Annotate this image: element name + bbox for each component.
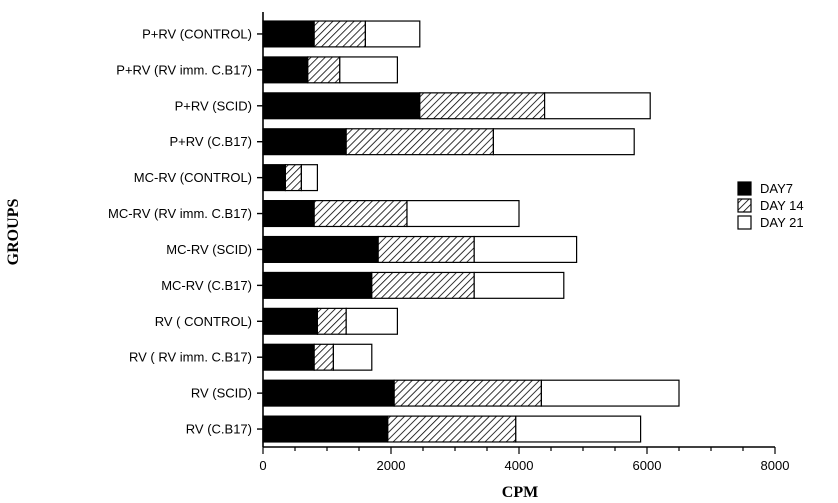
bar-segment: [262, 56, 309, 84]
bar-segment: [515, 415, 642, 443]
bar-segment: [387, 415, 517, 443]
bar-segment: [313, 200, 408, 228]
bar-segment: [262, 235, 379, 263]
x-tick-label: 6000: [633, 458, 662, 473]
legend: DAY7 DAY 14 DAY 21: [737, 181, 804, 230]
bar-segment: [262, 379, 395, 407]
y-tick-label: P+RV (C.B17): [170, 134, 253, 149]
x-tick-label: 4000: [505, 458, 534, 473]
bar-segment: [364, 20, 421, 48]
legend-label: DAY 21: [760, 215, 804, 230]
bar-segment: [313, 20, 367, 48]
bar-segment: [262, 92, 421, 120]
y-tick-label: P+RV (SCID): [175, 98, 252, 113]
legend-swatch: [737, 198, 752, 213]
bar-segment: [345, 128, 495, 156]
bar-segment: [262, 200, 315, 228]
bar-segment: [473, 271, 565, 299]
bar-segment: [492, 128, 635, 156]
bar-segment: [300, 164, 318, 192]
bar-segment: [377, 235, 475, 263]
y-tick-label: RV (C.B17): [186, 422, 252, 437]
y-tick-label: RV ( RV imm. C.B17): [129, 350, 252, 365]
legend-swatch: [737, 181, 752, 196]
bar-segment: [262, 271, 373, 299]
y-tick-label: MC-RV (CONTROL): [134, 170, 252, 185]
y-tick-label: MC-RV (RV imm. C.B17): [108, 206, 252, 221]
bar-segment: [393, 379, 543, 407]
bar-segment: [262, 128, 347, 156]
x-tick-label: 0: [259, 458, 266, 473]
y-tick-label: MC-RV (C.B17): [161, 278, 252, 293]
bar-segment: [262, 20, 315, 48]
legend-label: DAY 14: [760, 198, 804, 213]
bar-segment: [307, 56, 341, 84]
bar-segment: [316, 307, 347, 335]
x-tick-label: 2000: [377, 458, 406, 473]
legend-swatch: [737, 215, 752, 230]
bar-segment: [473, 235, 578, 263]
bar-segment: [313, 343, 335, 371]
y-tick-label: P+RV (CONTROL): [142, 26, 252, 41]
y-tick-label: RV (SCID): [191, 386, 252, 401]
bar-segment: [262, 415, 389, 443]
bar-segment: [543, 92, 651, 120]
x-axis-title: CPM: [502, 484, 538, 501]
y-tick-label: MC-RV (SCID): [166, 242, 252, 257]
bar-segment: [262, 307, 319, 335]
bar-segment: [406, 200, 520, 228]
plot-area: P+RV (CONTROL) P+RV (RV imm. C.B17) P+RV (…: [108, 12, 789, 473]
x-tick-label: 8000: [761, 458, 790, 473]
bar-segment: [339, 56, 398, 84]
bar-segment: [371, 271, 475, 299]
bar-segment: [540, 379, 680, 407]
legend-label: DAY7: [760, 181, 793, 196]
bar-segment: [332, 343, 373, 371]
y-tick-label: RV ( CONTROL): [155, 314, 252, 329]
bar-segment: [419, 92, 546, 120]
bar-segment: [262, 343, 315, 371]
bar-segment: [345, 307, 399, 335]
bar-segment: [284, 164, 302, 192]
y-axis-title: GROUPS: [5, 199, 22, 266]
bar-segment: [262, 164, 286, 192]
y-tick-label: P+RV (RV imm. C.B17): [116, 62, 252, 77]
